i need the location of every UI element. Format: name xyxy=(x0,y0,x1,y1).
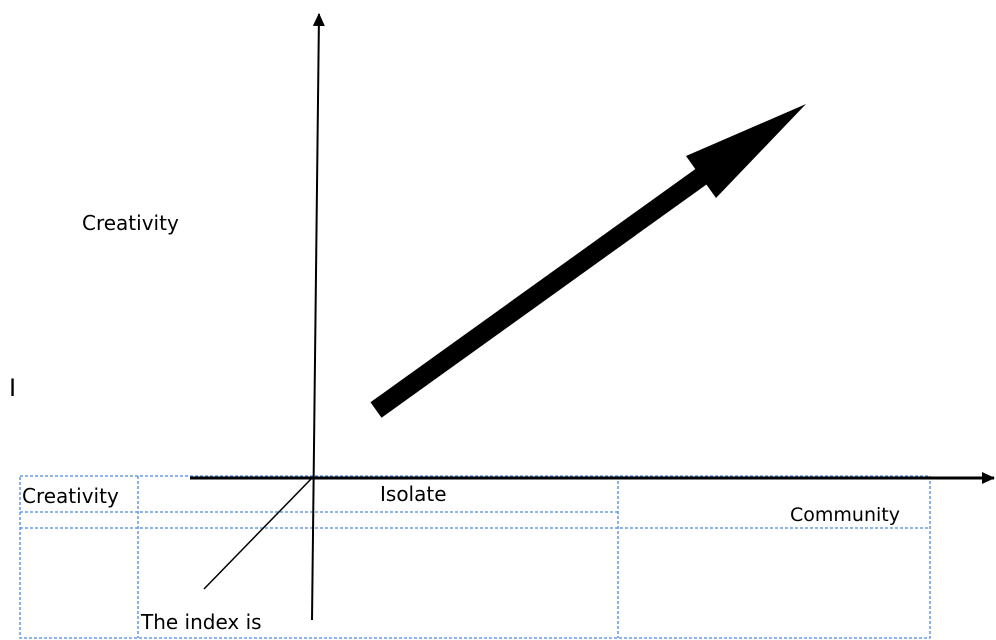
text-cursor-mark: I xyxy=(9,374,17,402)
table-cell-isolate: Isolate xyxy=(380,482,447,506)
diagonal-line xyxy=(203,477,313,590)
x-axis-label: Community xyxy=(790,504,900,526)
index-note: The index is xyxy=(141,610,262,634)
vertical-axis-arrow xyxy=(311,13,325,621)
table-cell-creativity: Creativity xyxy=(22,484,119,508)
growth-arrow xyxy=(370,104,806,418)
table-grid xyxy=(19,475,931,639)
table-outer-border xyxy=(19,475,931,639)
y-axis-label: Creativity xyxy=(82,211,179,235)
